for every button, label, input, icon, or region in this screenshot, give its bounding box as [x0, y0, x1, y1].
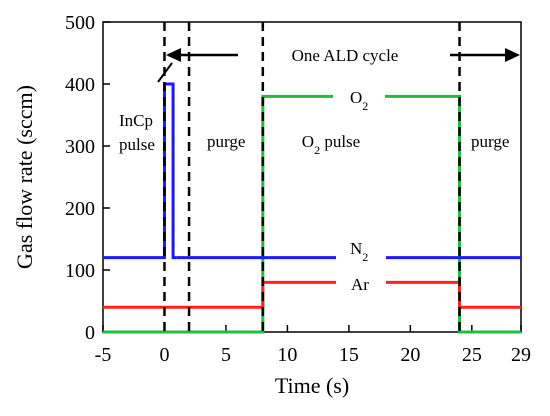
o2-series-sub: 2 [362, 99, 368, 113]
o2-series-label: O2 [350, 88, 368, 113]
purge-label-2: purge [471, 132, 509, 151]
y-tick-label: 500 [65, 12, 95, 34]
x-tick-label: 10 [277, 344, 297, 366]
x-tick-label: 25 [462, 344, 482, 366]
y-tick-label: 100 [65, 260, 95, 282]
n2-series-label: N2 [350, 239, 368, 264]
o2-label-gap [333, 82, 385, 104]
y-tick-label: 300 [65, 136, 95, 158]
cycle-arrowhead-left [166, 48, 181, 62]
series-line-incp [103, 82, 177, 260]
cycle-label: One ALD cycle [292, 46, 399, 65]
x-tick-label: 29 [511, 344, 531, 366]
n2-label-gap [336, 246, 386, 268]
y-axis-title: Gas flow rate (sccm) [12, 85, 37, 269]
o2-pulse-rest: pulse [320, 132, 360, 151]
y-tick-label: 0 [85, 322, 95, 344]
cycle-arrowhead-right [505, 48, 520, 62]
o2-pulse-label: O2 pulse [302, 132, 360, 157]
x-tick-label: -5 [95, 344, 112, 366]
ar-series-label: Ar [351, 275, 369, 294]
y-tick-label: 200 [65, 198, 95, 220]
incp-pointer [157, 62, 173, 83]
incp-label-line1: InCp [119, 111, 153, 130]
cycle-arrow [166, 48, 520, 62]
purge-label-1: purge [207, 132, 245, 151]
n2-series-main: N [350, 239, 362, 258]
o2-series-main: O [350, 88, 362, 107]
x-tick-label: 15 [339, 344, 359, 366]
n2-series-sub: 2 [362, 250, 368, 264]
phase-boundaries [163, 22, 461, 332]
x-axis-title: Time (s) [275, 373, 349, 398]
incp-label-line2: pulse [119, 135, 155, 154]
y-tick-label: 400 [65, 74, 95, 96]
ar-label-gap [336, 273, 386, 295]
o2-pulse-sub: 2 [314, 143, 320, 157]
x-tick-label: 5 [221, 344, 231, 366]
x-tick-label: 0 [159, 344, 169, 366]
o2-pulse-main: O [302, 132, 314, 151]
x-tick-label: 20 [400, 344, 420, 366]
plot-frame [102, 21, 522, 333]
